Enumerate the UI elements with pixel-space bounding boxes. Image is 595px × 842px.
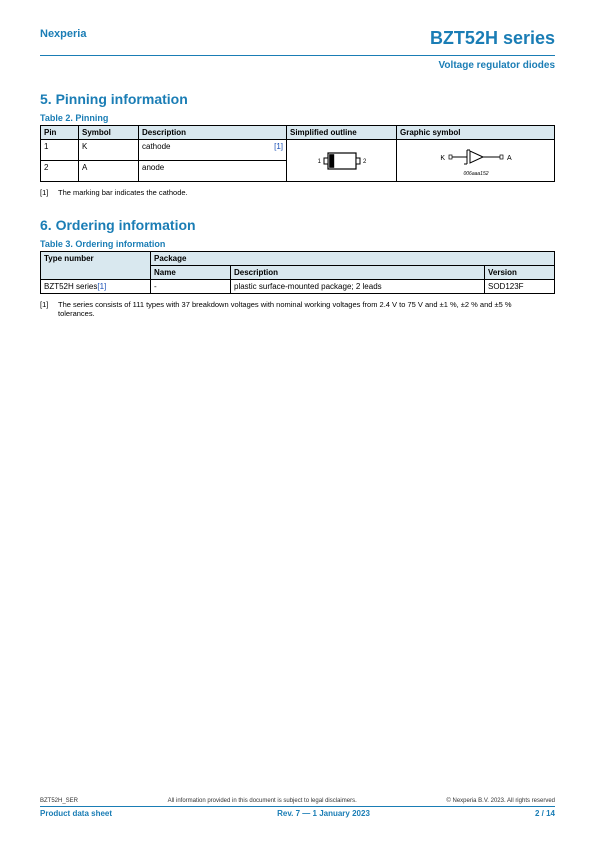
footer-disclaimer: All information provided in this documen… xyxy=(78,798,446,804)
simplified-outline: 1 2 xyxy=(287,140,397,182)
desc-1: cathode xyxy=(139,140,269,161)
col-graphic: Graphic symbol xyxy=(397,126,555,140)
section-6-title: 6. Ordering information xyxy=(40,217,555,233)
col-pkg-desc: Description xyxy=(231,266,485,280)
svg-text:006aaa152: 006aaa152 xyxy=(463,171,488,177)
company-name: Nexperia xyxy=(40,28,86,40)
header-rule xyxy=(40,55,555,56)
table-2-footnote: [1] The marking bar indicates the cathod… xyxy=(40,188,555,197)
page-footer: BZT52H_SER All information provided in t… xyxy=(40,798,555,818)
desc-1-ref: [1] xyxy=(269,140,287,161)
svg-text:2: 2 xyxy=(363,159,367,165)
pin-2: 2 xyxy=(41,161,79,182)
outline-icon: 1 2 xyxy=(312,147,372,175)
col-name: Name xyxy=(151,266,231,280)
table-3-footnote: [1] The series consists of 111 types wit… xyxy=(40,300,555,318)
type-number: BZT52H series[1] xyxy=(41,280,151,294)
pinning-table: Pin Symbol Description Simplified outlin… xyxy=(40,125,555,182)
col-symbol: Symbol xyxy=(79,126,139,140)
footer-doc-id: BZT52H_SER xyxy=(40,798,78,804)
symbol-2: A xyxy=(79,161,139,182)
graphic-symbol: K A 006aaa152 xyxy=(397,140,555,182)
table-3-caption: Table 3. Ordering information xyxy=(40,239,555,249)
pkg-version: SOD123F xyxy=(485,280,555,294)
section-5-title: 5. Pinning information xyxy=(40,91,555,107)
diode-symbol-icon: K A 006aaa152 xyxy=(436,143,516,179)
footer-copyright: © Nexperia B.V. 2023. All rights reserve… xyxy=(446,798,555,804)
svg-text:1: 1 xyxy=(317,159,321,165)
footnote-num: [1] xyxy=(40,188,58,197)
pkg-name: - xyxy=(151,280,231,294)
pkg-desc: plastic surface-mounted package; 2 leads xyxy=(231,280,485,294)
svg-text:A: A xyxy=(507,155,512,162)
table-2-caption: Table 2. Pinning xyxy=(40,113,555,123)
subtitle: Voltage regulator diodes xyxy=(40,60,555,71)
footer-doc-type: Product data sheet xyxy=(40,809,112,818)
col-type-number: Type number xyxy=(41,252,151,280)
desc-2: anode xyxy=(139,161,269,182)
footnote-6-num: [1] xyxy=(40,300,58,318)
pin-1: 1 xyxy=(41,140,79,161)
footer-page: 2 / 14 xyxy=(535,809,555,818)
ordering-table: Type number Package Name Description Ver… xyxy=(40,251,555,294)
product-title: BZT52H series xyxy=(430,28,555,49)
footnote-6-text: The series consists of 111 types with 37… xyxy=(58,300,543,318)
svg-text:K: K xyxy=(440,155,445,162)
footnote-text: The marking bar indicates the cathode. xyxy=(58,188,188,197)
col-package: Package xyxy=(151,252,555,266)
col-description: Description xyxy=(139,126,269,140)
col-outline: Simplified outline xyxy=(287,126,397,140)
footer-rev: Rev. 7 — 1 January 2023 xyxy=(112,809,535,818)
col-pin: Pin xyxy=(41,126,79,140)
symbol-1: K xyxy=(79,140,139,161)
col-version: Version xyxy=(485,266,555,280)
